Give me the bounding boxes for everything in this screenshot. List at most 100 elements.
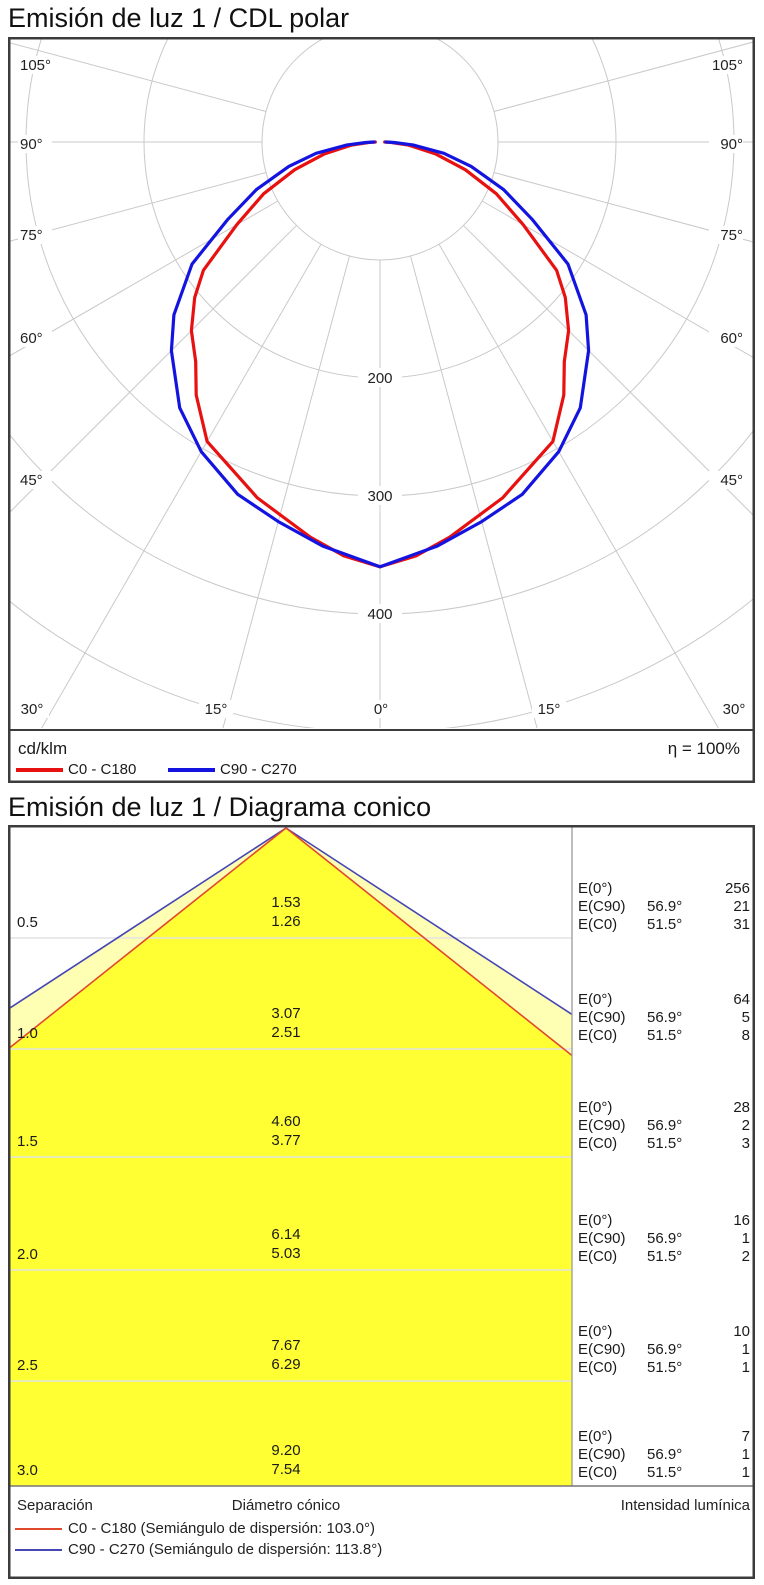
c90-cone-diameter-value: 9.20 [271,1442,300,1459]
ec90-value: 5 [742,1009,750,1026]
angle-label-backing [709,328,743,347]
polar-grid-gamma-line [493,41,753,112]
polar-chart-title: Emisión de luz 1 / CDL polar [8,3,350,33]
angle-label-backing [199,699,233,718]
c0-cone-diameter-value: 7.54 [271,1461,300,1478]
gamma-angle-label-right: 60° [720,330,743,347]
e0-value: 256 [725,880,750,897]
angle-label-backing [364,699,398,718]
gamma-angle-label-bottom: 0° [374,701,388,718]
c90-curve-label: C90 - C270 [220,760,297,778]
ec90-label: E(C90) [578,1117,626,1134]
polar-grid-gamma-line [10,171,267,242]
e0-label: E(0°) [578,1212,612,1229]
ec90-label: E(C90) [578,1230,626,1247]
polar-unit-label: cd/klm [18,738,68,758]
polar-grid-gamma-line [222,255,350,728]
ec90-label: E(C90) [578,1341,626,1358]
c0-cone-diameter-value: 6.29 [271,1356,300,1373]
gamma-angle-label-left: 60° [20,330,43,347]
c90-cone-diameter-value: 7.67 [271,1337,300,1354]
angle-label-backing [709,55,743,74]
angle-label-backing [532,699,566,718]
ec90-value: 1 [742,1341,750,1358]
c0-curve-label: C0 - C180 [68,760,137,778]
c90-cone-diameter-value: 6.14 [271,1226,300,1243]
ec0-label: E(C0) [578,916,617,933]
c90-cone-diameter-value: 1.53 [271,894,300,911]
c0-half-angle-label: 51.5° [647,1359,682,1376]
gamma-angle-label-right: 105° [712,57,743,74]
ec90-label: E(C90) [578,898,626,915]
separation-value-label: 3.0 [17,1462,38,1479]
c90-cone-diameter-value: 3.07 [271,1005,300,1022]
ec0-value: 2 [742,1248,750,1265]
angle-label-backing [18,328,52,347]
polar-grid-gamma-line [10,42,267,112]
polar-grid-gamma-line [410,255,538,728]
angle-label-backing [709,470,743,489]
c0-half-angle-label: 51.5° [647,916,682,933]
e0-value: 10 [733,1323,750,1340]
gamma-angle-label-bottom: 15° [205,701,228,718]
e0-label: E(0°) [578,1099,612,1116]
c90-half-angle-label: 56.9° [647,1446,682,1463]
ring-value-label: 300 [367,488,392,505]
ec0-value: 8 [742,1027,750,1044]
angle-label-backing [18,225,52,244]
polar-background [8,36,755,783]
ec90-label: E(C90) [578,1009,626,1026]
e0-label: E(0°) [578,991,612,1008]
c0-half-angle-label: 51.5° [647,1464,682,1481]
ring-label-backing [358,603,402,623]
cone-c90-legend-swatch [15,1549,62,1552]
luminous-intensity-column-header: Intensidad lumínica [620,1497,750,1515]
ec90-value: 21 [733,898,750,915]
polar-cdl-diagram: 200 300 400 105° 90° 75° 60° 45° 105° 90° 75° 60° 45… [8,36,755,783]
c0-beam-edge-line [285,827,573,1057]
angle-label-backing [717,699,751,718]
c0-half-angle-label: 51.5° [647,1135,682,1152]
gamma-angle-label-bottom: 30° [723,701,746,718]
ec90-value: 2 [742,1117,750,1134]
e0-label: E(0°) [578,1428,612,1445]
e0-value: 64 [733,991,750,1008]
polar-legend: cd/klm η = 100% C0 - C180 C90 - C270 [8,732,755,781]
ec90-value: 1 [742,1446,750,1463]
polar-grid-gamma-line [481,200,753,358]
ec90-label: E(C90) [578,1446,626,1463]
gamma-angle-label-left: 75° [20,227,43,244]
ring-value-label: 400 [367,606,392,623]
gamma-angle-label-bottom: 15° [538,701,561,718]
ring-value-label: 200 [367,370,392,387]
ec90-value: 1 [742,1230,750,1247]
ring-label-backing [358,367,402,387]
gamma-angle-label-right: 45° [720,472,743,489]
cone-diameter-column-header: Diámetro cónico [231,1497,341,1515]
c90-beam-edge-line [9,827,287,1009]
angle-label-backing [18,55,52,74]
gamma-angle-label-left: 105° [20,57,51,74]
c0-cone-diameter-value: 3.77 [271,1132,300,1149]
c0-cone-diameter-value: 5.03 [271,1245,300,1262]
ec0-value: 1 [742,1464,750,1481]
e0-value: 7 [742,1428,750,1445]
gamma-angle-label-bottom: 30° [21,701,44,718]
cone-chart-box: 0.5 1.53 1.26 E(0°) 256 E(C90) 56.9° 21 E(C0) 51.… [8,825,755,1580]
c90-half-angle-label: 56.9° [647,1341,682,1358]
gamma-angle-label-left: 45° [20,472,43,489]
angle-label-backing [15,699,49,718]
c90-half-angle-label: 56.9° [647,898,682,915]
polar-grid-gamma-line [10,224,297,513]
polar-grid-gamma-line [438,243,719,728]
c0-curve-swatch [16,767,63,772]
c90-half-angle-label: 56.9° [647,1009,682,1026]
gamma-angle-label-right: 90° [720,136,743,153]
polar-chart-border [8,36,755,783]
separation-column-header: Separación [17,1497,93,1515]
angle-label-backing [709,134,743,153]
ec0-label: E(C0) [578,1359,617,1376]
ec0-label: E(C0) [578,1248,617,1265]
